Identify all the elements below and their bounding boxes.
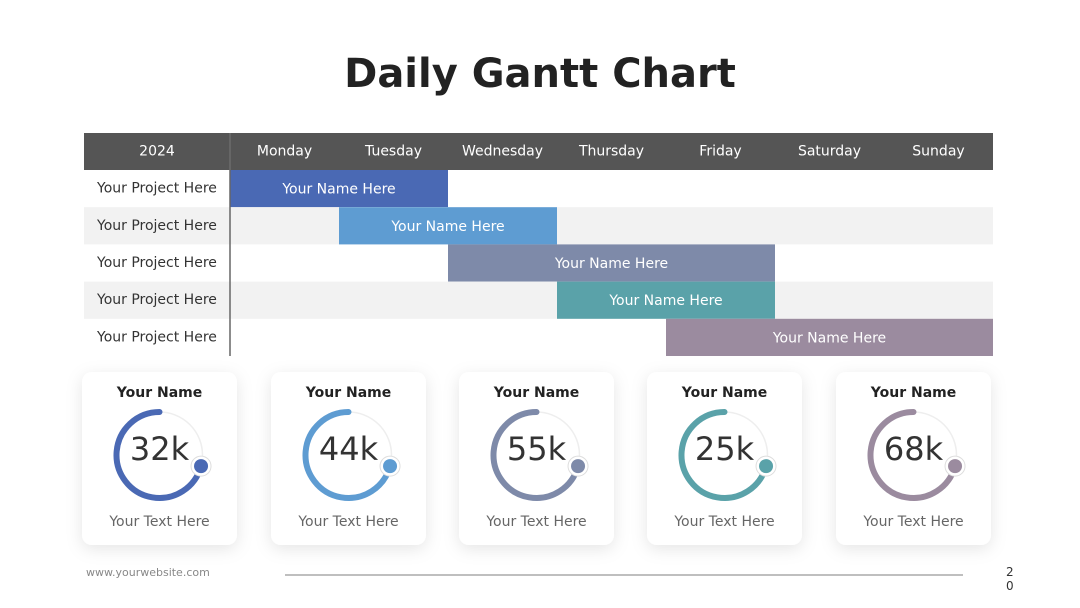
page-number: 20 (1006, 565, 1014, 593)
ring-knob (948, 459, 963, 474)
card-text: Your Text Here (862, 514, 963, 530)
day-header: Friday (699, 144, 741, 160)
card-text: Your Text Here (108, 514, 209, 530)
ring-knob (194, 459, 209, 474)
ring-knob (383, 459, 398, 474)
card-text: Your Text Here (297, 514, 398, 530)
year-header: 2024 (139, 144, 175, 160)
card (647, 372, 802, 545)
task-label: Your Name Here (390, 219, 504, 235)
card-name: Your Name (116, 385, 202, 401)
card-text: Your Text Here (673, 514, 774, 530)
gantt-bar (230, 170, 448, 208)
ring-arc (113, 409, 205, 501)
card (271, 372, 426, 545)
card-name: Your Name (681, 385, 767, 401)
ring-arc (302, 409, 394, 501)
project-label: Your Project Here (96, 218, 217, 234)
ring-arc (867, 409, 959, 501)
project-label: Your Project Here (96, 292, 217, 308)
card-value: 55k (507, 430, 567, 468)
gantt-bar (666, 318, 993, 356)
card-value: 32k (130, 430, 190, 468)
card-name: Your Name (870, 385, 956, 401)
project-label: Your Project Here (96, 255, 217, 271)
ring-arc (490, 409, 582, 501)
task-label: Your Name Here (608, 293, 722, 309)
website: www.yourwebsite.com (86, 566, 210, 579)
card-value: 68k (884, 430, 944, 468)
card-value: 25k (695, 430, 755, 468)
project-label: Your Project Here (96, 181, 217, 197)
ring-knob (571, 459, 586, 474)
card-value: 44k (319, 430, 379, 468)
table-header (84, 133, 993, 170)
ring-knob (759, 459, 774, 474)
card-name: Your Name (305, 385, 391, 401)
day-header: Thursday (578, 144, 644, 160)
page-number-box: 20 (1006, 565, 1014, 593)
slide-title: Daily Gantt Chart (344, 51, 736, 97)
card-text: Your Text Here (485, 514, 586, 530)
day-header: Wednesday (462, 144, 543, 160)
row-stripe (84, 281, 993, 319)
task-label: Your Name Here (554, 256, 668, 272)
day-header: Saturday (798, 144, 861, 160)
ring-arc (678, 409, 770, 501)
gantt-bar (448, 244, 775, 282)
task-label: Your Name Here (281, 182, 395, 198)
card (82, 372, 237, 545)
project-label: Your Project Here (96, 329, 217, 345)
gantt-bar (339, 207, 557, 245)
day-header: Tuesday (364, 144, 422, 160)
day-header: Monday (257, 144, 312, 160)
task-label: Your Name Here (772, 330, 886, 346)
card-name: Your Name (493, 385, 579, 401)
card (459, 372, 614, 545)
day-header: Sunday (912, 144, 964, 160)
gantt-bar (557, 281, 775, 319)
card (836, 372, 991, 545)
